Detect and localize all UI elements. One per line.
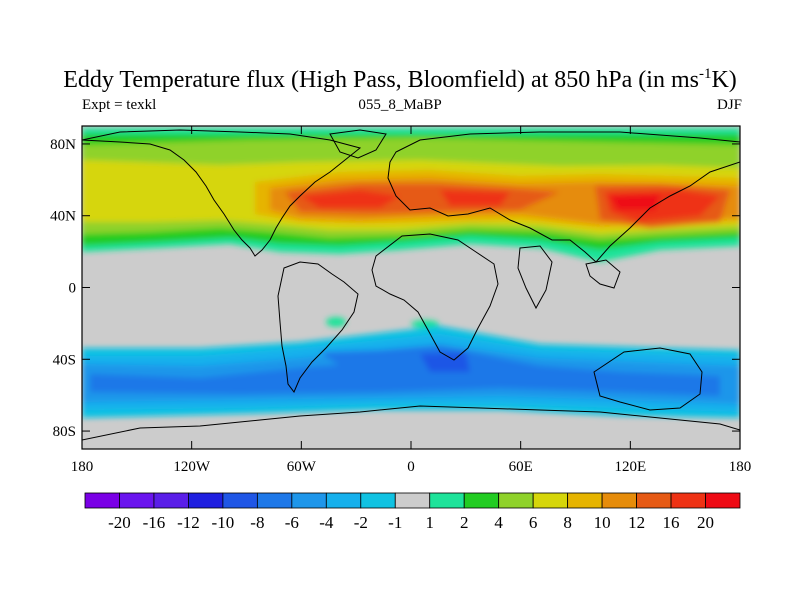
- colorbar-swatch: [256, 492, 293, 509]
- south-america-outline: [277, 261, 359, 393]
- colorbar-label: 2: [460, 513, 469, 532]
- colorbar-label: -10: [212, 513, 235, 532]
- map-title: Eddy Temperature flux (High Pass, Bloomf…: [63, 66, 737, 93]
- season-label: DJF: [716, 97, 742, 113]
- y-tick-label: 80S: [53, 424, 76, 440]
- colorbar-label: -8: [250, 513, 264, 532]
- australia-outline: [593, 347, 703, 411]
- colorbar-swatch: [222, 492, 258, 509]
- y-tick-label: 80N: [50, 137, 76, 153]
- colorbar-swatch: [463, 492, 500, 509]
- experiment-label: Expt = texkl: [82, 97, 157, 113]
- colorbar-swatch: [291, 492, 327, 509]
- x-tick-label: 180: [729, 459, 752, 475]
- colorbar-swatch: [394, 492, 431, 509]
- maritime-outline: [585, 259, 621, 289]
- y-tick-label: 40N: [50, 209, 76, 225]
- x-tick-label: 60W: [287, 459, 317, 475]
- x-tick-label: 180: [71, 459, 94, 475]
- colorbar-swatch: [84, 492, 120, 509]
- y-tick-label: 0: [69, 281, 77, 297]
- colorbar-label: 4: [494, 513, 503, 532]
- colorbar-label: 20: [697, 513, 714, 532]
- africa-outline: [371, 233, 499, 361]
- colorbar-swatch: [532, 492, 569, 509]
- colorbar-label: 12: [628, 513, 645, 532]
- colorbar-label: -20: [108, 513, 131, 532]
- colorbar-swatch: [188, 492, 224, 509]
- colorbar-label: -16: [143, 513, 166, 532]
- x-tick-label: 120E: [614, 459, 646, 475]
- colorbar-label: 1: [425, 513, 434, 532]
- colorbar-label: 8: [563, 513, 572, 532]
- colorbar-swatch: [636, 492, 672, 509]
- colorbar-swatch: [119, 492, 155, 509]
- colorbar-label: 6: [529, 513, 538, 532]
- north-america-outline: [82, 129, 362, 257]
- colorbar-swatch: [670, 492, 706, 509]
- colorbar-label: -12: [177, 513, 200, 532]
- colorbar-swatch: [601, 492, 637, 509]
- colorbar-swatch: [498, 492, 534, 509]
- y-tick-label: 40S: [53, 352, 76, 368]
- colorbar-label: 16: [663, 513, 680, 532]
- colorbar-label: 10: [594, 513, 611, 532]
- colorbar-label: -6: [285, 513, 299, 532]
- x-tick-label: 0: [407, 459, 415, 475]
- colorbar-swatch: [360, 492, 396, 509]
- greenland-outline: [329, 129, 387, 159]
- colorbar-swatch: [153, 492, 189, 509]
- axis-ticks: 180 120W 60W 0 60E 120E 180 80N 40N 0 40S 80S: [50, 126, 751, 475]
- colorbar-label: -4: [319, 513, 334, 532]
- colorbar-swatch: [567, 492, 603, 509]
- colorbar: -20 -16 -12 -10 -8 -6 -4 -2 -1 1 2 4 6 8 10 12 16 20: [84, 492, 741, 532]
- colorbar-swatch: [705, 492, 741, 509]
- colorbar-swatch: [429, 492, 465, 509]
- x-tick-label: 60E: [509, 459, 533, 475]
- coastlines: [82, 129, 740, 441]
- colorbar-swatch: [325, 492, 362, 509]
- antarctica-outline: [82, 405, 740, 441]
- india-outline: [517, 245, 553, 310]
- contour-field: [82, 126, 740, 449]
- x-tick-label: 120W: [173, 459, 211, 475]
- colorbar-label: -1: [388, 513, 402, 532]
- run-label: 055_8_MaBP: [358, 97, 442, 113]
- colorbar-label: -2: [354, 513, 368, 532]
